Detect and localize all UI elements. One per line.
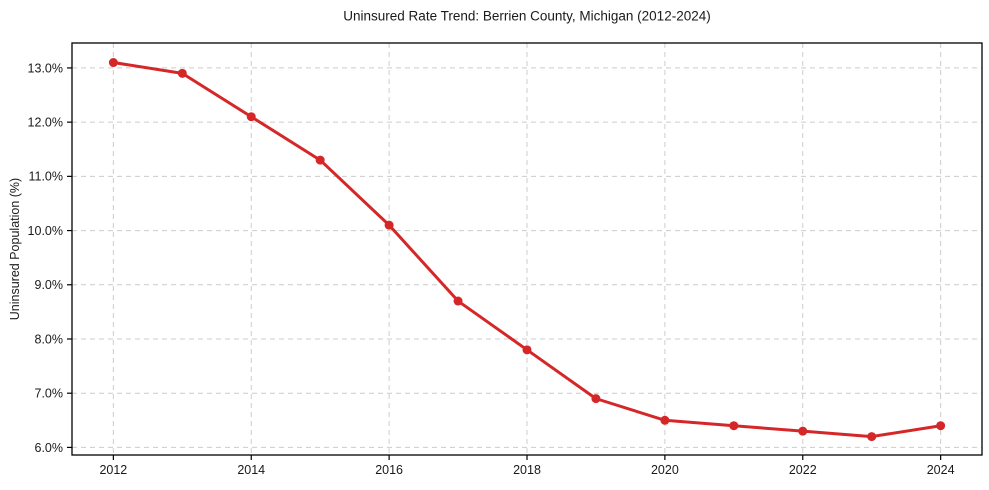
data-point-marker <box>246 112 256 122</box>
data-point-marker <box>729 421 739 431</box>
y-tick-label: 13.0% <box>28 61 63 75</box>
data-point-marker <box>177 68 187 78</box>
data-point-marker <box>798 426 808 436</box>
x-tick-label: 2016 <box>375 463 403 477</box>
data-point-marker <box>315 155 325 165</box>
data-point-marker <box>936 421 946 431</box>
x-tick-label: 2018 <box>513 463 541 477</box>
y-tick-label: 7.0% <box>35 387 64 401</box>
chart-title: Uninsured Rate Trend: Berrien County, Mi… <box>343 8 711 24</box>
y-axis-title: Uninsured Population (%) <box>8 177 22 321</box>
y-tick-label: 6.0% <box>35 441 64 455</box>
y-tick-label: 8.0% <box>35 332 64 346</box>
x-tick-label: 2022 <box>789 463 817 477</box>
data-point-marker <box>591 394 601 404</box>
data-point-marker <box>453 296 463 306</box>
data-point-marker <box>108 58 118 68</box>
x-tick-label: 2012 <box>99 463 127 477</box>
data-point-marker <box>384 220 394 230</box>
y-tick-label: 10.0% <box>28 224 63 238</box>
data-point-marker <box>660 415 670 425</box>
x-tick-label: 2014 <box>237 463 265 477</box>
data-point-marker <box>522 345 532 355</box>
data-point-marker <box>867 432 877 442</box>
x-tick-label: 2024 <box>927 463 955 477</box>
y-tick-label: 9.0% <box>35 278 64 292</box>
x-tick-label: 2020 <box>651 463 679 477</box>
y-tick-label: 12.0% <box>28 116 63 130</box>
y-tick-label: 11.0% <box>28 170 63 184</box>
